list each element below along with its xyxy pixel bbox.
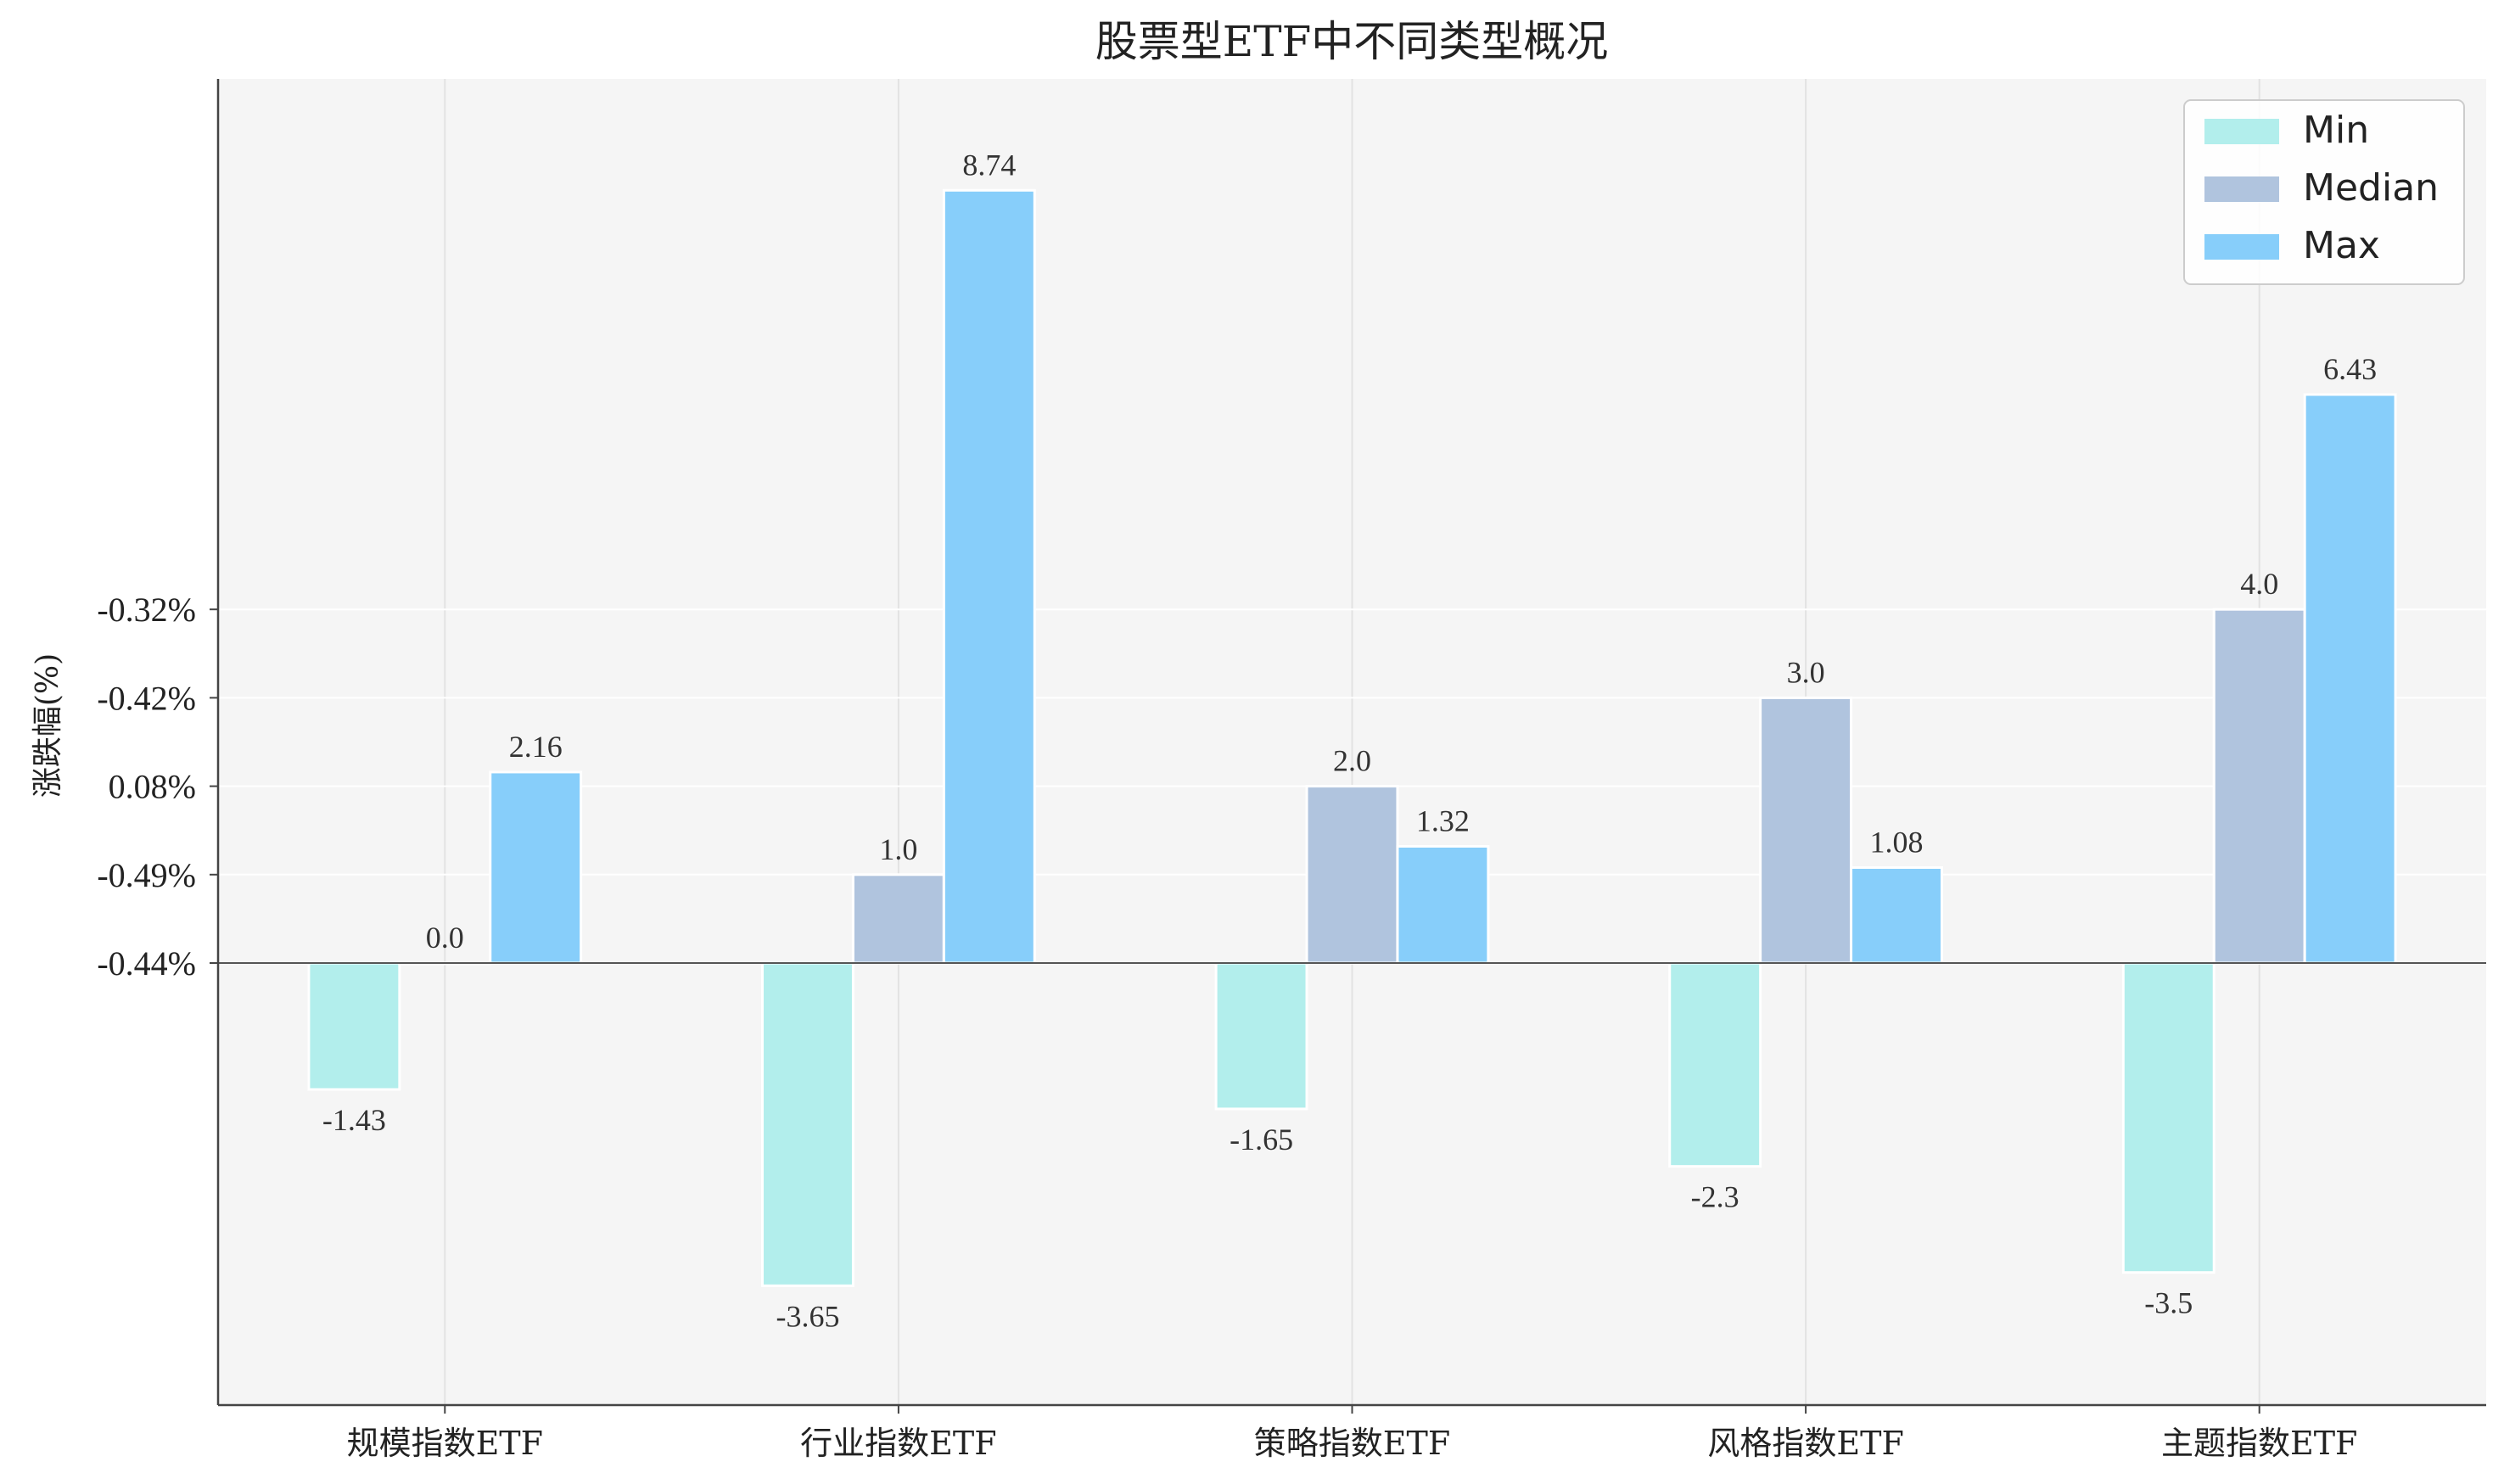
- x-tick-label: 主题指数ETF: [2161, 1425, 2357, 1462]
- data-label: 2.0: [1333, 744, 1371, 778]
- bar-min: [1668, 961, 1762, 1168]
- x-tick-label: 风格指数ETF: [1707, 1425, 1903, 1462]
- data-label: 4.0: [2240, 567, 2278, 601]
- x-tick-label: 规模指数ETF: [347, 1425, 543, 1462]
- data-label: 0.0: [426, 921, 464, 955]
- data-label: -3.5: [2144, 1286, 2193, 1320]
- legend-swatch-min: [2204, 119, 2279, 144]
- data-label: 8.74: [962, 148, 1016, 182]
- x-ticks: 规模指数ETF 行业指数ETF 策略指数ETF 风格指数ETF 主题指数ETF: [347, 1405, 2357, 1462]
- data-label: -1.65: [1230, 1123, 1293, 1156]
- data-label: 3.0: [1787, 655, 1825, 689]
- bar-median: [2212, 608, 2306, 965]
- bar-min: [761, 961, 854, 1287]
- bar-max: [1396, 844, 1490, 965]
- data-label: -1.43: [322, 1103, 386, 1137]
- bar-max: [489, 770, 583, 965]
- legend: Min Median Max: [2183, 99, 2465, 285]
- bar-median: [851, 873, 945, 965]
- y-axis-label: 涨跌幅(%): [31, 653, 65, 798]
- y-tick-label: -0.49%: [97, 856, 196, 894]
- legend-label-median: Median: [2303, 166, 2439, 210]
- data-labels: -1.43 -3.65 -1.65 -2.3 -3.5 0.0 1.0 2.0 3.0 4.0 2.…: [322, 148, 2377, 1333]
- bar-median: [1759, 696, 1853, 965]
- x-tick-label: 行业指数ETF: [800, 1425, 996, 1462]
- y-tick-label: -0.42%: [97, 679, 196, 717]
- bar-max: [1850, 865, 1943, 965]
- bars: [307, 188, 2397, 1287]
- y-tick-label: -0.44%: [97, 944, 196, 983]
- legend-label-min: Min: [2303, 109, 2369, 152]
- bar-min: [307, 961, 401, 1091]
- data-label: 1.08: [1870, 825, 1924, 859]
- legend-label-max: Max: [2303, 224, 2380, 267]
- bar-max: [942, 188, 1036, 965]
- y-tick-label: 0.08%: [109, 768, 196, 806]
- data-label: 6.43: [2323, 352, 2377, 386]
- bar-max: [2303, 393, 2397, 965]
- legend-swatch-median: [2204, 176, 2279, 202]
- y-ticks: -0.44% -0.49% 0.08% -0.42% -0.32%: [97, 591, 218, 983]
- data-label: 2.16: [509, 730, 563, 764]
- bar-median: [1305, 785, 1399, 965]
- data-label: 1.0: [879, 832, 917, 866]
- x-tick-label: 策略指数ETF: [1254, 1425, 1450, 1462]
- data-label: -2.3: [1691, 1180, 1739, 1214]
- data-label: -3.65: [776, 1299, 839, 1333]
- bar-min: [1214, 961, 1308, 1111]
- y-tick-label: -0.32%: [97, 591, 196, 629]
- chart-title: 股票型ETF中不同类型概况: [1095, 17, 1609, 66]
- bar-min: [2121, 961, 2216, 1274]
- legend-swatch-max: [2204, 234, 2279, 260]
- data-label: 1.32: [1416, 804, 1470, 837]
